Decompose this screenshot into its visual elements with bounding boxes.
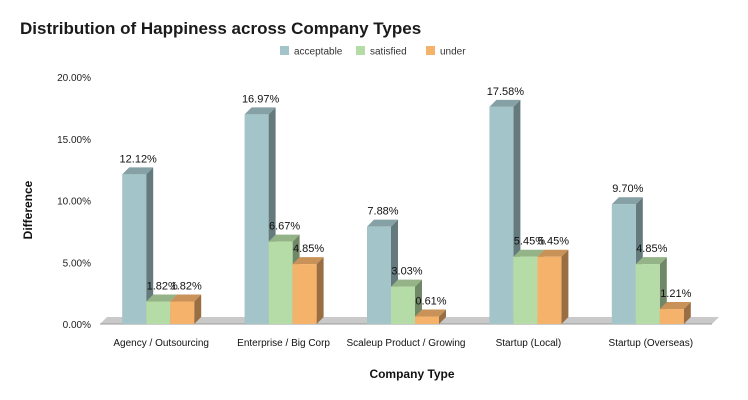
bar-top: [489, 99, 521, 107]
x-axis: Agency / Outsourcing Enterprise / Big Cor…: [113, 338, 693, 349]
data-label: 6.67%: [269, 221, 300, 233]
bar-front: [367, 226, 391, 324]
bar-top: [611, 197, 643, 205]
bar-side: [194, 294, 202, 324]
x-tick-label: Startup (Local): [496, 338, 562, 349]
bar-top: [415, 309, 446, 317]
data-label: 4.85%: [293, 243, 324, 255]
y-tick-label: 10.00%: [57, 197, 91, 208]
bar-side: [683, 302, 691, 324]
chart-title: Distribution of Happiness across Company…: [20, 19, 421, 38]
bar-satisfied: [635, 257, 667, 324]
data-label: 7.88%: [367, 206, 398, 218]
bar-top: [391, 279, 422, 287]
bar-top: [635, 257, 667, 265]
bar-front: [513, 256, 538, 324]
bar-under: [415, 309, 446, 324]
y-axis-title: Difference: [21, 180, 35, 239]
bar-top: [122, 167, 154, 175]
data-label: 1.82%: [171, 281, 202, 293]
bar-top: [659, 302, 691, 310]
data-label: 1.82%: [147, 281, 178, 293]
bar-top: [513, 249, 545, 257]
x-tick-label: Enterprise / Big Corp: [237, 338, 330, 349]
bar-top: [537, 249, 569, 257]
legend-swatch: [356, 46, 365, 55]
data-label: 0.61%: [415, 295, 446, 307]
legend-swatch: [426, 46, 435, 55]
bar-front: [635, 264, 660, 324]
bar-acceptable: [122, 167, 154, 324]
bar-top: [170, 294, 202, 302]
legend: acceptable satisfied under: [280, 46, 466, 58]
bar-front: [292, 264, 317, 324]
legend-item-under: under: [426, 46, 466, 58]
data-label: 3.03%: [391, 266, 422, 278]
y-tick-label: 0.00%: [63, 320, 91, 331]
bar-side: [561, 249, 569, 324]
legend-item-acceptable: acceptable: [280, 46, 343, 58]
data-label: 9.70%: [612, 183, 643, 195]
x-tick-label: Scaleup Product / Growing: [347, 338, 466, 349]
data-labels: 12.12% 1.82%1.82% 16.97% 6.67% 4.85% 7.88% 3.0…: [120, 86, 692, 308]
y-tick-label: 5.00%: [63, 258, 91, 269]
bar-acceptable: [367, 219, 398, 324]
bar-front: [146, 301, 171, 324]
bar-top: [367, 219, 398, 227]
bars: [122, 99, 691, 325]
bar-under: [659, 302, 691, 324]
bar-front: [415, 316, 439, 324]
bar-under: [537, 249, 569, 324]
bar-front: [659, 309, 684, 324]
bar-top: [244, 107, 276, 115]
bar-front: [268, 241, 293, 324]
data-label: 4.85%: [636, 243, 667, 255]
bar-side: [146, 167, 154, 324]
x-tick-label: Startup (Overseas): [609, 338, 693, 349]
bar-front: [489, 106, 514, 325]
y-tick-label: 15.00%: [57, 135, 91, 146]
legend-label: acceptable: [294, 47, 343, 58]
bar-front: [611, 204, 636, 324]
bar-top: [292, 257, 324, 265]
bar-acceptable: [489, 99, 521, 325]
y-tick-label: 20.00%: [57, 73, 91, 84]
bar-front: [122, 174, 147, 324]
data-label: 12.12%: [120, 153, 158, 165]
bar-under: [170, 294, 202, 324]
bar-front: [537, 256, 562, 324]
legend-item-satisfied: satisfied: [356, 46, 407, 58]
bar-side: [316, 257, 324, 324]
bar-top: [268, 234, 300, 242]
data-label: 16.97%: [242, 93, 280, 105]
bar-under: [292, 257, 324, 324]
bar-top: [146, 294, 178, 302]
bar-front: [391, 286, 415, 324]
x-axis-title: Company Type: [369, 367, 454, 381]
bar-front: [244, 114, 269, 324]
legend-label: under: [440, 47, 466, 58]
data-label: 5.45%: [538, 236, 569, 248]
bar-side: [439, 309, 446, 324]
y-axis: 0.00% 5.00% 10.00% 15.00% 20.00%: [57, 73, 91, 331]
x-tick-label: Agency / Outsourcing: [113, 338, 209, 349]
data-label: 17.58%: [487, 86, 525, 98]
data-label: 1.21%: [660, 288, 691, 300]
legend-swatch: [280, 46, 289, 55]
bar-front: [170, 301, 195, 324]
legend-label: satisfied: [370, 47, 407, 58]
data-label: 5.45%: [514, 236, 545, 248]
